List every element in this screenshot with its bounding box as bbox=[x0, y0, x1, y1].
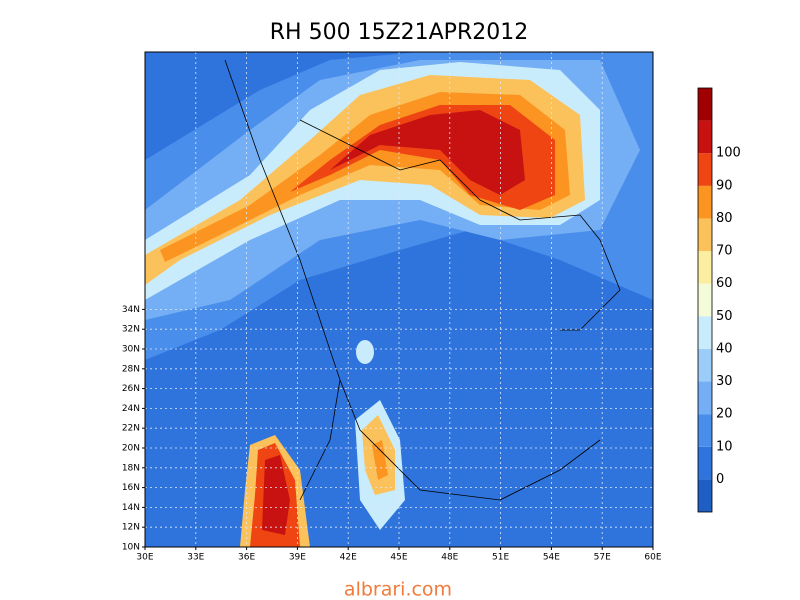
colorbar-label: 70 bbox=[716, 244, 733, 259]
colorbar-label: 20 bbox=[716, 407, 733, 422]
field-band bbox=[372, 440, 388, 480]
colorbar-swatch bbox=[698, 446, 712, 480]
colorbar-swatch bbox=[698, 348, 712, 382]
plot-frame bbox=[144, 51, 654, 548]
x-tick-label: 57E bbox=[594, 553, 611, 563]
colorbar-swatch bbox=[698, 316, 712, 349]
colorbar-label: 50 bbox=[716, 309, 733, 324]
colorbar-swatch bbox=[698, 88, 712, 121]
x-tick-label: 54E bbox=[543, 553, 560, 563]
colorbar-swatch bbox=[698, 283, 712, 317]
colorbar-swatch bbox=[698, 185, 712, 219]
field bbox=[145, 52, 653, 547]
colorbar-swatch bbox=[698, 120, 712, 154]
field-band bbox=[262, 455, 290, 535]
colorbar-swatch bbox=[698, 218, 712, 252]
field-band bbox=[356, 340, 374, 364]
y-tick-label: 18N bbox=[122, 463, 140, 473]
watermark: albrari.com bbox=[344, 579, 452, 600]
grid: 30E 33E 36E 39E 42E 45E 48E 51E 54E 57E 60E 10N 12N 1… bbox=[122, 52, 662, 563]
x-tick-label: 36E bbox=[238, 553, 255, 563]
x-tick-label: 30E bbox=[136, 553, 153, 563]
colorbar-label: 60 bbox=[716, 276, 733, 291]
colorbar-label: 0 bbox=[716, 472, 724, 487]
colorbar-swatch bbox=[698, 414, 712, 447]
y-tick-label: 10N bbox=[122, 543, 140, 553]
y-tick-label: 16N bbox=[122, 483, 140, 493]
y-tick-label: 28N bbox=[122, 364, 140, 374]
colorbar-frame bbox=[697, 87, 713, 513]
x-tick-label: 45E bbox=[390, 553, 407, 563]
field-band bbox=[330, 110, 525, 195]
y-tick-label: 32N bbox=[122, 325, 140, 335]
colorbar-swatch bbox=[698, 251, 712, 284]
y-tick-label: 24N bbox=[122, 404, 140, 414]
x-tick-label: 33E bbox=[187, 553, 204, 563]
colorbar-swatch bbox=[698, 153, 712, 186]
x-tick-label: 60E bbox=[644, 553, 661, 563]
y-tick-label: 20N bbox=[122, 444, 140, 454]
colorbar-label: 40 bbox=[716, 341, 733, 356]
colorbar-label: 80 bbox=[716, 211, 733, 226]
y-tick-label: 34N bbox=[122, 305, 140, 315]
x-tick-label: 39E bbox=[289, 553, 306, 563]
x-tick-label: 48E bbox=[441, 553, 458, 563]
y-tick-label: 30N bbox=[122, 345, 140, 355]
colorbar-label: 100 bbox=[716, 146, 741, 161]
x-tick-label: 42E bbox=[340, 553, 357, 563]
y-tick-label: 14N bbox=[122, 503, 140, 513]
colorbar-label: 30 bbox=[716, 374, 733, 389]
colorbar-swatch bbox=[698, 381, 712, 415]
colorbar-swatch bbox=[698, 479, 712, 512]
coastline bbox=[224, 59, 621, 501]
y-tick-label: 12N bbox=[122, 523, 140, 533]
x-tick-label: 51E bbox=[492, 553, 509, 563]
colorbar: 0 10 20 30 40 50 60 70 80 90 100 bbox=[697, 87, 741, 513]
colorbar-label: 90 bbox=[716, 178, 733, 193]
y-tick-label: 22N bbox=[122, 424, 140, 434]
y-tick-label: 26N bbox=[122, 384, 140, 394]
colorbar-label: 10 bbox=[716, 439, 733, 454]
title: RH 500 15Z21APR2012 bbox=[270, 20, 528, 45]
